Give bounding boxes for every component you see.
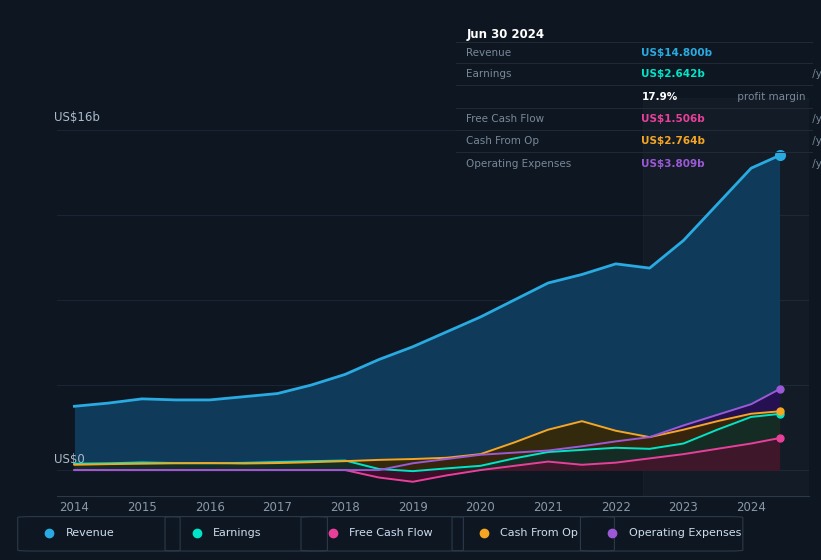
Text: US$16b: US$16b (53, 111, 99, 124)
Text: Cash From Op: Cash From Op (500, 529, 578, 538)
Text: Jun 30 2024: Jun 30 2024 (466, 28, 544, 41)
Text: Free Cash Flow: Free Cash Flow (466, 114, 544, 124)
Text: US$3.809b: US$3.809b (641, 158, 705, 169)
Text: Operating Expenses: Operating Expenses (629, 529, 741, 538)
Text: Operating Expenses: Operating Expenses (466, 158, 571, 169)
Text: US$14.800b: US$14.800b (641, 48, 713, 58)
Text: US$1.506b: US$1.506b (641, 114, 705, 124)
Text: /yr: /yr (809, 114, 821, 124)
Bar (643, 98, 809, 496)
Text: US$2.642b: US$2.642b (641, 69, 705, 80)
Text: /yr: /yr (809, 158, 821, 169)
Text: Earnings: Earnings (213, 529, 262, 538)
Text: /yr: /yr (809, 136, 821, 146)
Text: Revenue: Revenue (66, 529, 115, 538)
Text: Revenue: Revenue (466, 48, 511, 58)
Text: Cash From Op: Cash From Op (466, 136, 539, 146)
Text: 17.9%: 17.9% (641, 92, 677, 101)
Text: US$2.764b: US$2.764b (641, 136, 705, 146)
Text: profit margin: profit margin (734, 92, 805, 101)
Text: /yr: /yr (809, 69, 821, 80)
Text: US$0: US$0 (53, 453, 85, 466)
Text: Earnings: Earnings (466, 69, 511, 80)
Text: Free Cash Flow: Free Cash Flow (349, 529, 433, 538)
